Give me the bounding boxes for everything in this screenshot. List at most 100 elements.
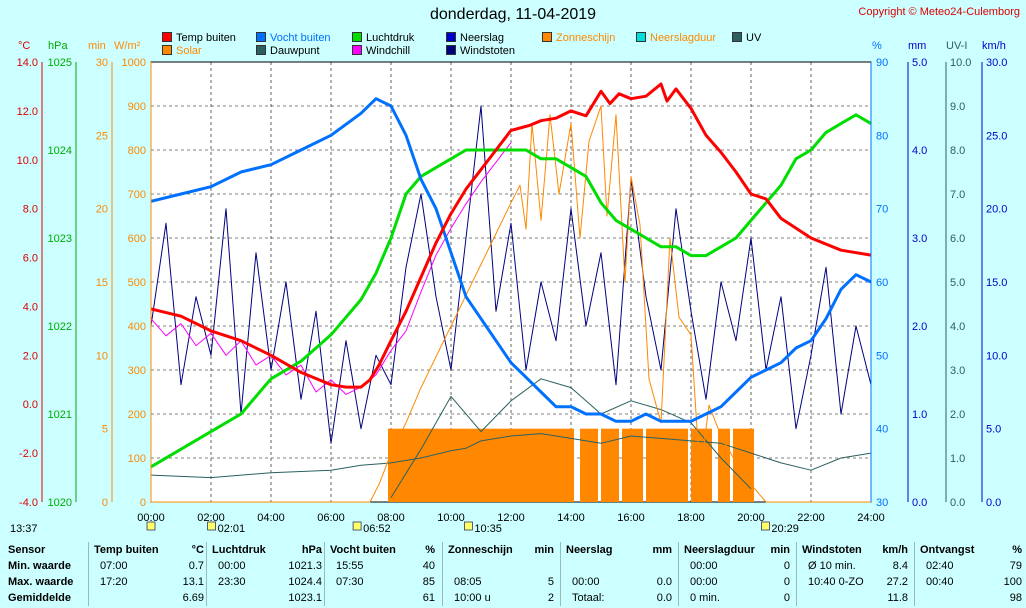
x-tick-label: 20:00 xyxy=(737,512,765,524)
x-tick-label: 16:00 xyxy=(617,512,645,524)
legend-label: Luchtdruk xyxy=(366,32,415,44)
table-cell: °C xyxy=(191,544,204,556)
table-cell: Neerslagduur xyxy=(684,544,755,556)
table-cell: 1021.3 xyxy=(288,560,322,572)
axis-tick-sunshine: 25 xyxy=(96,130,108,142)
marker-icon xyxy=(352,521,362,531)
axis-tick-wind: 10.0 xyxy=(986,350,1007,362)
table-cell: 0.7 xyxy=(188,560,204,572)
axis-tick-temp: -2.0 xyxy=(19,448,38,460)
table-cell: 27.2 xyxy=(886,576,908,588)
axis-tick-solar: 200 xyxy=(128,409,146,421)
axis-tick-pressure: 1021 xyxy=(48,409,72,421)
unit-humidity: % xyxy=(872,40,882,52)
legend-item: Zonneschijn xyxy=(542,32,615,44)
axis-tick-solar: 1000 xyxy=(122,57,146,69)
table-cell: 61 xyxy=(422,592,435,604)
x-tick-label: 08:00 xyxy=(377,512,405,524)
table-cell: 00:00 xyxy=(690,560,718,572)
copyright: Copyright © Meteo24-Culemborg xyxy=(858,6,1020,18)
table-cell: km/h xyxy=(882,544,908,556)
legend-swatch xyxy=(256,32,266,42)
axis-tick-uv: 1.0 xyxy=(950,453,965,465)
axis-tick-wind: 30.0 xyxy=(986,57,1007,69)
legend-swatch xyxy=(446,45,456,55)
table-cell: 6.69 xyxy=(182,592,204,604)
axis-tick-temp: 2.0 xyxy=(23,350,38,362)
legend-item: Neerslag xyxy=(446,32,504,44)
axis-tick-sunshine: 5 xyxy=(102,424,108,436)
axis-tick-rain: 2.0 xyxy=(912,321,927,333)
marker-label: 13:37 xyxy=(10,523,38,535)
stats-table: Sensor Min. waarde Max. waarde Gemiddelde Te… xyxy=(0,540,1026,608)
axis-tick-uv: 6.0 xyxy=(950,233,965,245)
x-tick-label: 24:00 xyxy=(857,512,885,524)
unit-uv: UV-I xyxy=(946,40,968,52)
table-cell: Ø 10 min. xyxy=(808,560,856,572)
series-line-luchtdruk xyxy=(150,113,872,469)
axis-tick-solar: 900 xyxy=(128,101,146,113)
legend-swatch xyxy=(162,45,172,55)
table-cell: Ontvangst xyxy=(920,544,975,556)
legend-label: Neerslagduur xyxy=(650,32,717,44)
table-cell: Windstoten xyxy=(802,544,862,556)
axis-tick-rain: 0.0 xyxy=(912,497,927,509)
x-tick-label: 02:00 xyxy=(197,512,225,524)
legend-swatch xyxy=(256,45,266,55)
axis-tick-uv: 7.0 xyxy=(950,189,965,201)
table-cell: 15:55 xyxy=(336,560,364,572)
axis-tick-uv: 8.0 xyxy=(950,145,965,157)
legend-label: Dauwpunt xyxy=(270,45,320,57)
axis-tick-sunshine: 30 xyxy=(96,57,108,69)
weather-chart: 14.012.010.08.06.04.02.00.0-2.0-4.010251… xyxy=(10,57,1007,535)
axis-tick-humidity: 90 xyxy=(876,57,888,69)
series-line-temp-buiten xyxy=(150,82,872,389)
series-line-windchill xyxy=(150,142,512,395)
axis-tick-temp: -4.0 xyxy=(19,497,38,509)
sunshine-bar xyxy=(622,428,643,502)
table-cell: 11.8 xyxy=(887,592,908,604)
table-divider xyxy=(678,542,679,606)
legend-swatch xyxy=(446,32,456,42)
table-cell: 0.0 xyxy=(656,592,672,604)
table-cell: 5 xyxy=(547,576,554,588)
axis-tick-uv: 0.0 xyxy=(950,497,965,509)
marker-label: 02:01 xyxy=(218,523,246,535)
table-cell: min xyxy=(534,544,554,556)
series-line-vocht-buiten xyxy=(150,97,872,423)
axis-tick-sunshine: 20 xyxy=(96,204,108,216)
axis-tick-humidity: 50 xyxy=(876,350,888,362)
x-tick-label: 18:00 xyxy=(677,512,705,524)
axis-tick-wind: 5.0 xyxy=(986,424,1001,436)
legend-swatch xyxy=(352,45,362,55)
axis-tick-solar: 100 xyxy=(128,453,146,465)
axis-tick-humidity: 30 xyxy=(876,497,888,509)
table-cell: 00:00 xyxy=(218,560,246,572)
axis-tick-uv: 4.0 xyxy=(950,321,965,333)
table-cell: hPa xyxy=(301,544,322,556)
axis-tick-pressure: 1020 xyxy=(48,497,72,509)
axis-tick-wind: 0.0 xyxy=(986,497,1001,509)
table-cell: 0 min. xyxy=(690,592,720,604)
table-cell: mm xyxy=(652,544,672,556)
axis-tick-rain: 3.0 xyxy=(912,233,927,245)
table-cell: % xyxy=(1012,544,1022,556)
axis-tick-temp: 8.0 xyxy=(23,204,38,216)
table-cell: 10:00 u xyxy=(454,592,491,604)
legend-label: Temp buiten xyxy=(176,32,236,44)
legend-item: Luchtdruk xyxy=(352,32,414,44)
marker-icon xyxy=(146,521,156,531)
sunshine-bar xyxy=(646,428,688,502)
table-cell: % xyxy=(425,544,435,556)
axis-tick-uv: 5.0 xyxy=(950,277,965,289)
axis-tick-wind: 15.0 xyxy=(986,277,1007,289)
axis-tick-solar: 500 xyxy=(128,277,146,289)
x-tick-label: 10:00 xyxy=(437,512,465,524)
x-tick-label: 00:00 xyxy=(137,512,165,524)
x-tick-label: 22:00 xyxy=(797,512,825,524)
legend-item: Solar xyxy=(162,45,202,57)
table-divider xyxy=(442,542,443,606)
table-cell: 00:00 xyxy=(690,576,718,588)
sunshine-bar xyxy=(580,428,598,502)
axis-tick-sunshine: 15 xyxy=(96,277,108,289)
